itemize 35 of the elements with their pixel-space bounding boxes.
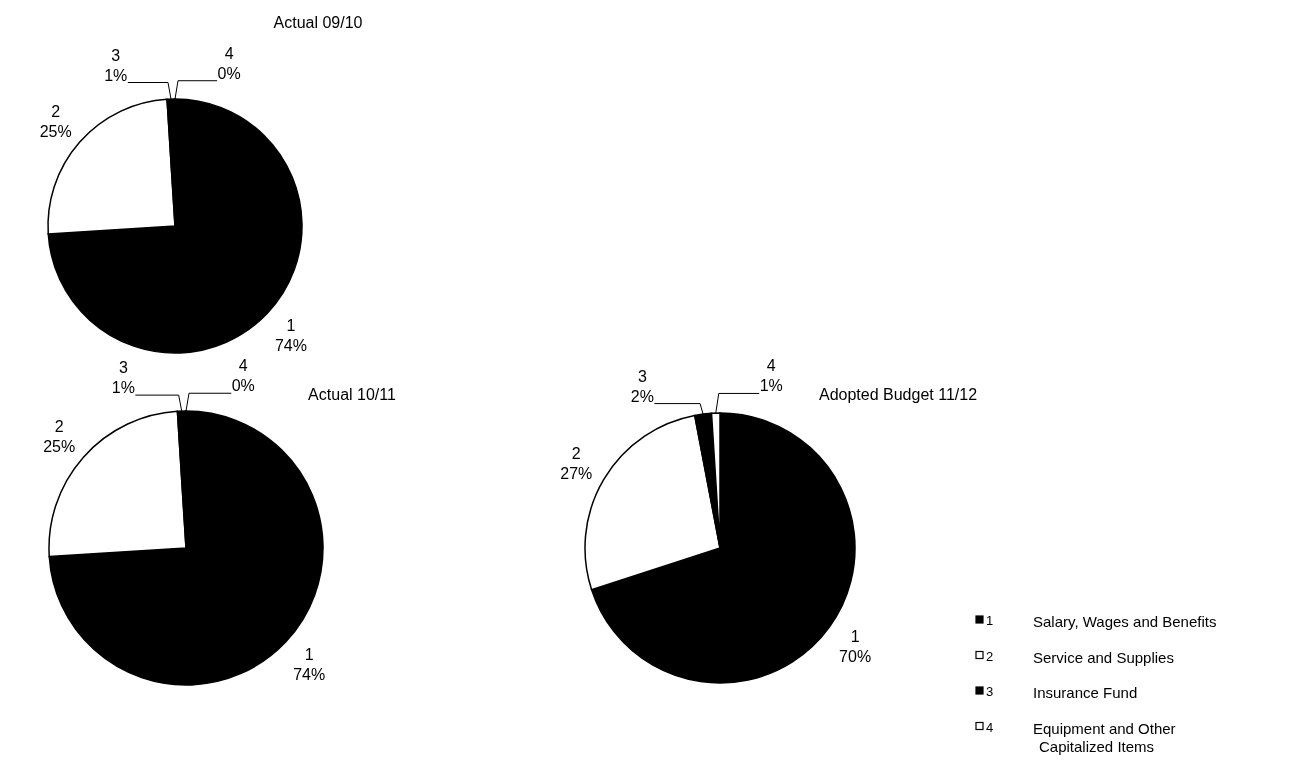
data-label: 74%	[293, 665, 326, 683]
data-label: 25%	[39, 122, 72, 140]
slice-label: 1	[286, 316, 296, 334]
data-label: 1%	[104, 66, 128, 84]
chart-title: Actual 09/10	[273, 14, 363, 31]
slice-label: 2	[54, 418, 64, 436]
text: Actual 10/11	[308, 386, 396, 403]
data-label: 1%	[111, 379, 135, 397]
data-label: 74%	[274, 336, 307, 354]
text: Insurance Fund	[1033, 684, 1138, 701]
text: Service and Supplies	[1033, 648, 1174, 666]
slice-label: 1	[304, 645, 314, 663]
legend-label: 1	[986, 613, 994, 628]
legend-label: 2	[986, 648, 994, 664]
slice-label: 2	[51, 102, 61, 120]
slice-label: 4	[766, 357, 776, 375]
slice-label: 3	[118, 359, 128, 377]
text: 0%	[231, 377, 255, 395]
text: Adopted Budget 11/12	[818, 386, 978, 403]
data-label: 2%	[630, 387, 654, 405]
text: 0%	[217, 64, 241, 82]
slice-label: 2	[571, 444, 581, 462]
slice-label: 3	[111, 46, 121, 64]
text: Salary, Wages and Benefits	[1033, 613, 1217, 630]
category-label: 4	[238, 357, 248, 375]
data-label: 25%	[43, 438, 76, 456]
legend-label: 4	[986, 719, 994, 735]
legend-label: 3	[986, 684, 994, 699]
data-label: 27%	[560, 464, 593, 482]
data-label: 70%	[839, 648, 872, 666]
data-label: 1%	[759, 377, 783, 395]
slice-label: 1	[850, 628, 860, 646]
slice-label: 3	[637, 367, 647, 385]
text: Equipment and Other Capitalized Items	[1033, 719, 1176, 755]
category-label: 4	[224, 44, 234, 62]
